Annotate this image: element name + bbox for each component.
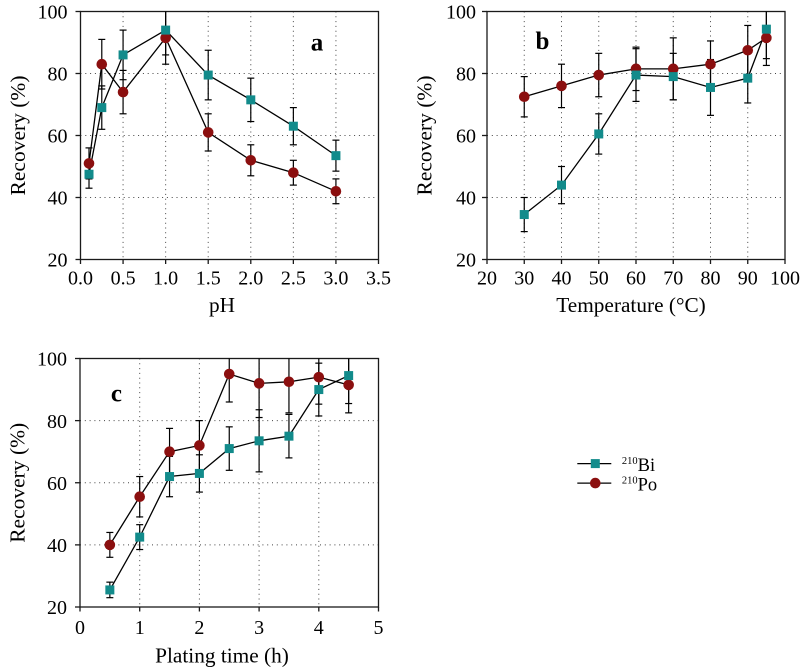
svg-text:80: 80: [48, 64, 68, 86]
svg-text:60: 60: [47, 473, 67, 495]
svg-text:20: 20: [47, 597, 67, 619]
svg-text:40: 40: [48, 188, 68, 210]
svg-text:a: a: [311, 30, 324, 57]
svg-text:80: 80: [47, 411, 67, 433]
svg-text:20: 20: [48, 250, 68, 272]
svg-text:4: 4: [314, 617, 324, 639]
svg-text:30: 30: [514, 268, 534, 290]
svg-text:Temperature (°C): Temperature (°C): [556, 293, 706, 317]
svg-text:100: 100: [38, 2, 68, 24]
svg-text:2: 2: [194, 617, 204, 639]
svg-text:3.5: 3.5: [366, 268, 391, 290]
svg-text:0.5: 0.5: [111, 268, 136, 290]
svg-text:0: 0: [75, 617, 85, 639]
svg-text:40: 40: [456, 188, 476, 210]
svg-text:100: 100: [770, 268, 800, 290]
svg-text:pH: pH: [209, 293, 235, 317]
svg-text:1.0: 1.0: [153, 268, 178, 290]
svg-text:Recovery (%): Recovery (%): [6, 423, 30, 543]
svg-text:3: 3: [254, 617, 264, 639]
svg-text:60: 60: [48, 126, 68, 148]
svg-text:3.0: 3.0: [323, 268, 348, 290]
svg-text:80: 80: [701, 268, 721, 290]
svg-text:100: 100: [446, 2, 476, 24]
svg-text:1.5: 1.5: [196, 268, 221, 290]
svg-text:100: 100: [37, 349, 67, 371]
svg-text:70: 70: [663, 268, 683, 290]
svg-text:20: 20: [477, 268, 497, 290]
svg-text:90: 90: [738, 268, 758, 290]
svg-text:1: 1: [135, 617, 145, 639]
svg-text:Plating time (h): Plating time (h): [155, 644, 289, 668]
svg-text:50: 50: [589, 268, 609, 290]
svg-text:Recovery (%): Recovery (%): [413, 76, 437, 196]
svg-text:60: 60: [626, 268, 646, 290]
svg-text:Recovery (%): Recovery (%): [6, 76, 30, 196]
svg-text:b: b: [536, 28, 550, 55]
svg-text:c: c: [111, 381, 122, 408]
svg-text:0.0: 0.0: [68, 268, 93, 290]
svg-text:40: 40: [552, 268, 572, 290]
svg-text:20: 20: [456, 250, 476, 272]
svg-text:60: 60: [456, 126, 476, 148]
svg-text:80: 80: [456, 64, 476, 86]
svg-text:2.0: 2.0: [238, 268, 263, 290]
svg-text:5: 5: [374, 617, 384, 639]
svg-text:2.5: 2.5: [281, 268, 306, 290]
svg-text:210Bi: 210Bi: [622, 456, 655, 476]
svg-text:210Po: 210Po: [622, 475, 657, 495]
svg-text:40: 40: [47, 535, 67, 557]
